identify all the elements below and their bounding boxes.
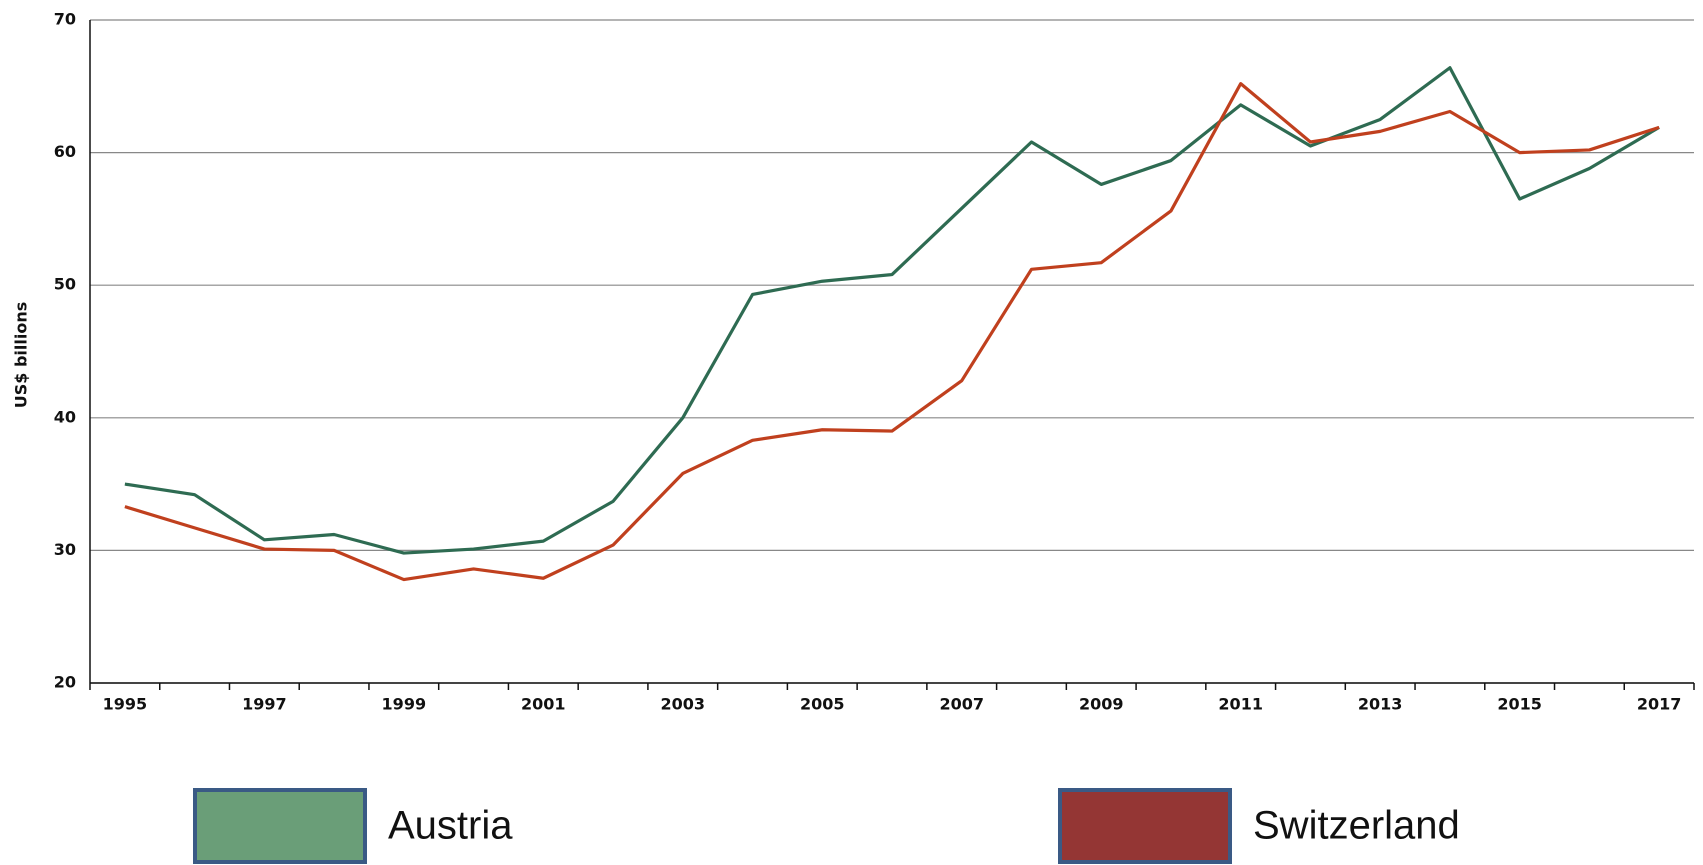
x-tick-label: 2015 — [1497, 695, 1542, 714]
x-tick-label: 2007 — [939, 695, 984, 714]
x-tick-label: 1995 — [103, 695, 148, 714]
legend-label: Austria — [388, 804, 513, 848]
x-tick-label: 2009 — [1079, 695, 1124, 714]
y-tick-label: 20 — [54, 673, 76, 692]
x-tick-label: 1999 — [382, 695, 427, 714]
y-tick-label: 40 — [54, 407, 76, 426]
y-tick-label: 50 — [54, 275, 76, 294]
x-tick-label: 2005 — [800, 695, 845, 714]
y-axis-label: US$ billions — [12, 302, 31, 409]
legend-label: Switzerland — [1253, 804, 1460, 848]
y-tick-label: 30 — [54, 540, 76, 559]
x-tick-label: 1997 — [242, 695, 287, 714]
legend-swatch — [193, 788, 367, 864]
y-tick-label: 70 — [54, 10, 76, 29]
x-tick-label: 2011 — [1218, 695, 1263, 714]
x-tick-label: 2017 — [1637, 695, 1682, 714]
x-tick-label: 2013 — [1358, 695, 1403, 714]
series-line — [124, 66, 1660, 555]
x-tick-label: 2003 — [661, 695, 706, 714]
y-tick-label: 60 — [54, 142, 76, 161]
series-line — [124, 82, 1660, 582]
x-tick-label: 2001 — [521, 695, 566, 714]
legend-swatch — [1058, 788, 1232, 864]
